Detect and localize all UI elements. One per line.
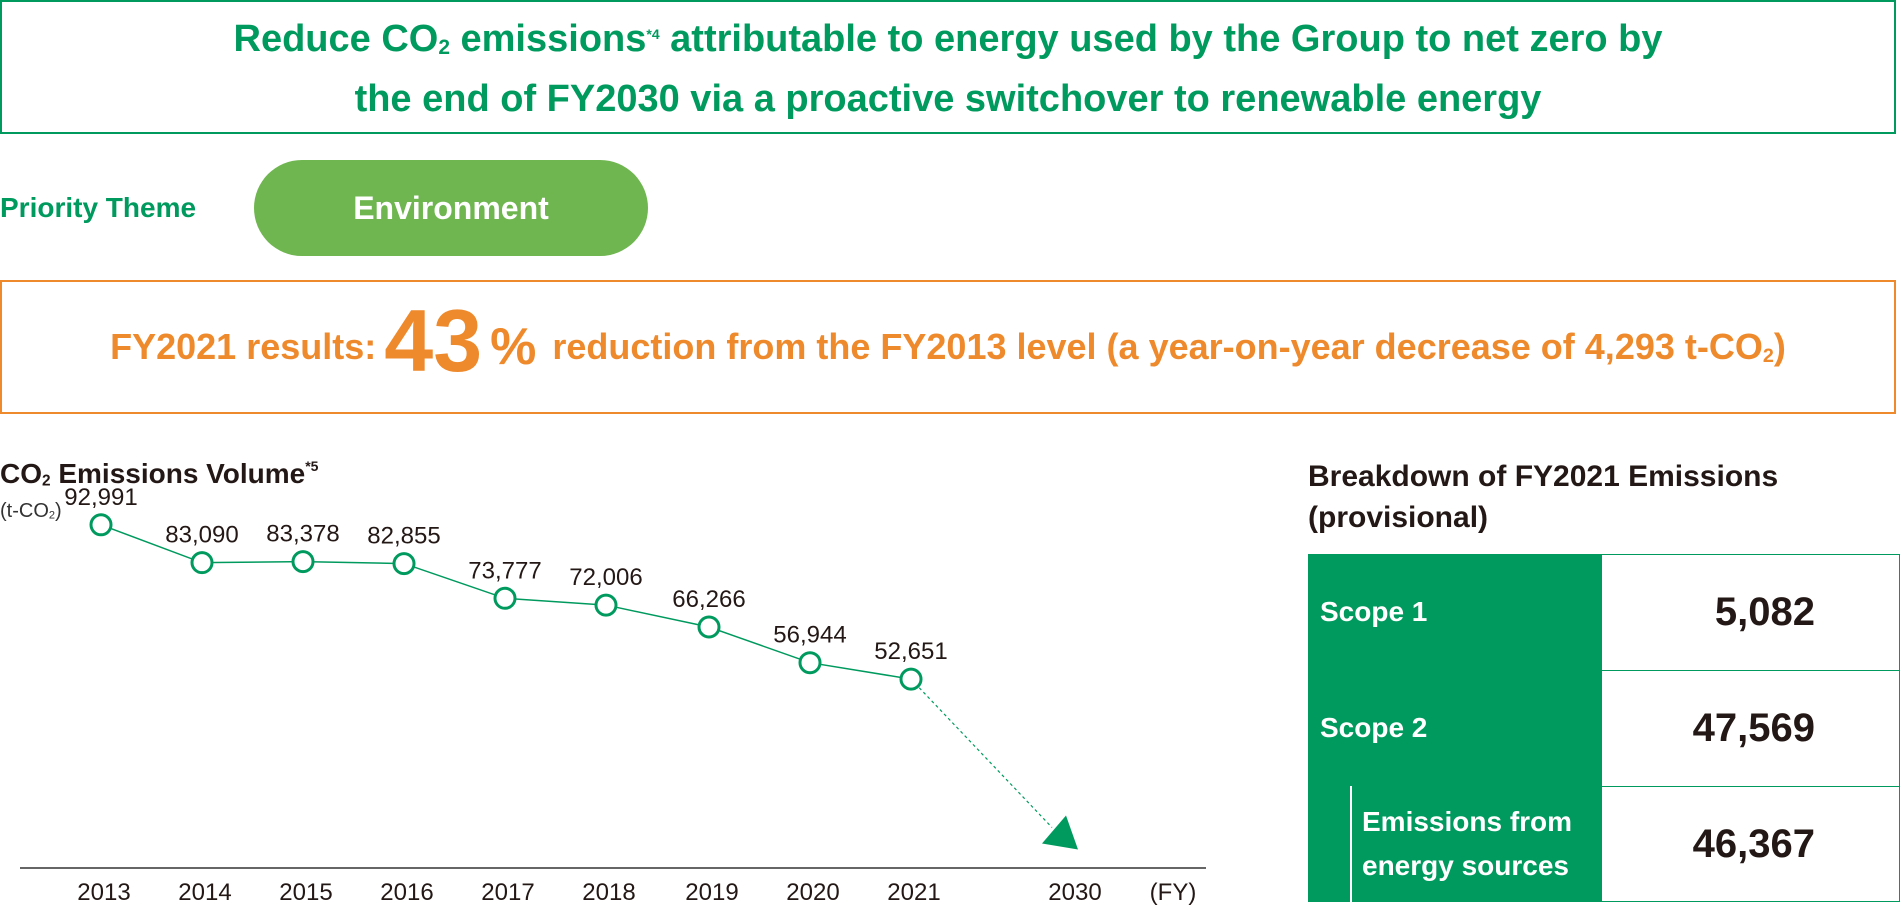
data-point-2015: [291, 550, 315, 574]
data-label-2018: 72,006: [569, 564, 642, 591]
target-arrowhead: [1042, 815, 1078, 850]
x-tick-2014: 2014: [178, 879, 231, 906]
data-label-2016: 82,855: [367, 523, 440, 550]
projection-line: [910, 678, 1053, 828]
scope2-label: Scope 2: [1308, 670, 1602, 786]
x-tick-2016: 2016: [380, 879, 433, 906]
data-label-2017: 73,777: [468, 557, 541, 584]
x-tick-2021: 2021: [887, 879, 940, 906]
data-label-2014: 83,090: [165, 522, 238, 549]
scope1-label: Scope 1: [1308, 554, 1602, 670]
goal-line-1: Reduce CO2 emissions*4 attributable to e…: [233, 18, 1663, 61]
energy-label: Emissions from energy sources: [1352, 786, 1602, 902]
data-label-2021: 52,651: [874, 638, 947, 665]
results-unit: %: [490, 318, 537, 376]
data-point-2018: [594, 593, 618, 617]
data-label-2015: 83,378: [266, 521, 339, 548]
energy-indent: [1308, 786, 1350, 902]
breakdown-title: Breakdown of FY2021 Emissions (provision…: [1308, 460, 1779, 534]
breakdown-row-scope1: Scope 1 5,082: [1308, 554, 1900, 670]
chart-title: CO2 Emissions Volume*5: [0, 458, 319, 490]
data-point-2016: [392, 552, 416, 576]
data-point-2013: [89, 513, 113, 537]
priority-theme-label: Priority Theme: [0, 192, 197, 223]
data-point-2019: [697, 615, 721, 639]
results-banner: FY2021 results: 43 % reduction from the …: [0, 280, 1896, 414]
energy-value: 46,367: [1602, 786, 1900, 902]
breakdown-row-energy: Emissions from energy sources 46,367: [1308, 786, 1900, 902]
goal-line-2: the end of FY2030 via a proactive switch…: [354, 77, 1542, 120]
x-axis-unit: (FY): [1150, 879, 1197, 906]
scope2-value: 47,569: [1602, 670, 1900, 786]
data-point-2020: [798, 651, 822, 675]
breakdown-row-scope2: Scope 2 47,569: [1308, 670, 1900, 786]
x-tick-2019: 2019: [685, 879, 738, 906]
data-label-2020: 56,944: [773, 622, 846, 649]
x-tick-2015: 2015: [279, 879, 332, 906]
x-tick-2017: 2017: [481, 879, 534, 906]
results-prefix: FY2021 results:: [110, 326, 377, 367]
goal-statement: Reduce CO2 emissions*4 attributable to e…: [0, 0, 1896, 134]
results-value: 43: [384, 291, 483, 390]
x-tick-2018: 2018: [582, 879, 635, 906]
x-tick-2020: 2020: [786, 879, 839, 906]
data-point-2017: [493, 586, 517, 610]
data-label-2019: 66,266: [672, 586, 745, 613]
x-tick-2030: 2030: [1048, 879, 1101, 906]
x-tick-2013: 2013: [77, 879, 130, 906]
data-point-2014: [190, 551, 214, 575]
data-label-2013: 92,991: [64, 484, 137, 511]
data-point-2021: [899, 667, 923, 691]
results-suffix: reduction from the FY2013 level (a year-…: [552, 326, 1786, 367]
emissions-line-chart: 92,991 83,090 83,378 82,855 73,777 72,006 66,2…: [20, 484, 1206, 906]
environment-theme-badge: Environment: [254, 160, 648, 256]
scope1-value: 5,082: [1602, 554, 1900, 670]
chart-unit-label: (t-CO2): [0, 500, 62, 522]
